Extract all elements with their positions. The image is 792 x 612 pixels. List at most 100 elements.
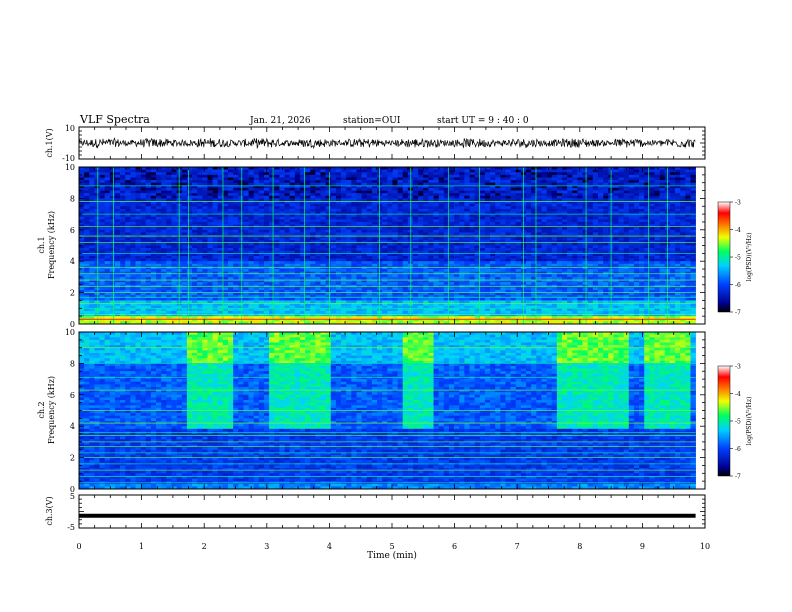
- spectrogram-cell: [171, 221, 177, 225]
- spectrogram-cell: [222, 310, 229, 314]
- spectrogram-cell: [387, 305, 393, 309]
- spectrogram-cell: [418, 219, 424, 223]
- spectrogram-cell: [433, 242, 439, 246]
- spectrogram-cell: [79, 308, 85, 312]
- spectrogram-cell: [263, 174, 270, 178]
- spectrogram-cell: [428, 276, 434, 280]
- spectrogram-cell: [289, 203, 296, 207]
- spectrogram-cell: [161, 169, 167, 173]
- spectrogram-cell: [274, 185, 280, 189]
- spectrogram-cell: [402, 208, 409, 212]
- spectrogram-cell: [258, 203, 265, 207]
- spectrogram-cell: [366, 232, 373, 236]
- spectrogram-cell: [448, 182, 455, 186]
- spectrogram-cell: [305, 318, 311, 322]
- spectrogram-cell: [104, 282, 111, 286]
- spectrogram-cell: [89, 269, 95, 272]
- spectrogram-cell: [202, 206, 208, 210]
- spectrogram-cell: [258, 208, 265, 212]
- spectrogram-cell: [233, 232, 239, 236]
- spectrogram-cell: [140, 198, 147, 202]
- spectrogram-cell: [125, 201, 131, 204]
- spectrogram-cell: [448, 310, 455, 314]
- spectrogram-cell: [274, 174, 280, 178]
- spectrogram-cell: [428, 227, 434, 231]
- spectrogram-cell: [397, 269, 404, 272]
- spectrogram-cell: [253, 169, 260, 173]
- spectrogram-cell: [238, 206, 244, 210]
- spectrogram-cell: [114, 214, 121, 218]
- spectrogram-cell: [130, 195, 136, 199]
- spectrogram-cell: [181, 216, 188, 220]
- spectrogram-cell: [217, 250, 224, 254]
- spectrogram-cell: [140, 258, 147, 262]
- spectrogram-cell: [99, 208, 105, 212]
- spectrogram-cell: [397, 195, 404, 199]
- spectrogram-cell: [294, 316, 301, 320]
- spectrogram-cell: [366, 318, 373, 322]
- spectrogram-cell: [459, 276, 465, 280]
- spectrogram-cell: [253, 229, 260, 233]
- spectrogram-cell: [84, 224, 90, 228]
- spectrogram-cell: [397, 180, 404, 183]
- spectrogram-cell: [84, 174, 90, 178]
- spectrogram-cell: [284, 227, 290, 231]
- spectrogram-cell: [366, 295, 373, 299]
- spectrogram-cell: [166, 177, 172, 181]
- spectrogram-cell: [428, 182, 434, 186]
- spectrogram-cell: [490, 229, 496, 233]
- spectrogram-cell: [202, 172, 208, 176]
- spectrogram-cell: [212, 224, 219, 228]
- spectrogram-cell: [484, 169, 491, 173]
- spectrogram-cell: [84, 316, 90, 320]
- spectrogram-cell: [335, 253, 342, 257]
- spectrogram-cell: [79, 271, 85, 275]
- spectrogram-cell: [413, 274, 419, 278]
- spectrogram-cell: [294, 269, 301, 272]
- spectrogram-cell: [464, 321, 470, 325]
- spectrogram-cell: [320, 167, 326, 170]
- spectrogram-cell: [109, 245, 116, 249]
- spectrogram-cell: [330, 271, 337, 275]
- spectrogram-cell: [346, 229, 352, 233]
- spectrogram-cell: [346, 201, 352, 204]
- spectrogram-cell: [166, 211, 172, 215]
- spectrogram-cell: [299, 211, 306, 215]
- spectrogram-cell: [94, 313, 100, 317]
- spectrogram-cell: [490, 318, 496, 322]
- spectrogram-cell: [299, 279, 306, 283]
- spectrogram-cell: [361, 313, 368, 317]
- spectrogram-cell: [84, 245, 90, 249]
- spectrogram-cell: [202, 279, 208, 283]
- spectrogram-cell: [192, 206, 198, 210]
- spectrogram-cell: [351, 266, 357, 270]
- spectrogram-cell: [320, 198, 326, 202]
- spectrogram-cell: [186, 195, 193, 199]
- spectrogram-cell: [330, 235, 337, 238]
- spectrogram-cell: [392, 258, 398, 262]
- spectrogram-cell: [269, 193, 275, 197]
- spectrogram-cell: [181, 308, 188, 312]
- spectrogram-cell: [330, 303, 337, 306]
- spectrogram-cell: [248, 310, 255, 314]
- spectrogram-cell: [418, 229, 424, 233]
- spectrogram-cell: [130, 310, 136, 314]
- spectrogram-cell: [479, 250, 486, 254]
- spectrogram-cell: [166, 318, 172, 322]
- spectrogram-cell: [346, 180, 352, 183]
- spectrogram-cell: [289, 174, 296, 178]
- spectrogram-cell: [166, 282, 172, 286]
- spectrogram-cell: [197, 263, 203, 267]
- spectrogram-cell: [428, 300, 434, 304]
- spectrogram-cell: [428, 269, 434, 272]
- spectrogram-cell: [289, 308, 296, 312]
- spectrogram-cell: [361, 289, 368, 293]
- spectrogram-cell: [310, 282, 316, 286]
- spectrogram-cell: [341, 211, 347, 215]
- spectrogram-cell: [166, 172, 172, 176]
- spectrogram-cell: [289, 190, 296, 194]
- spectrogram-cell: [202, 269, 208, 272]
- spectrogram-cell: [294, 193, 301, 197]
- spectrogram-cell: [202, 201, 208, 204]
- spectrogram-cell: [474, 310, 481, 314]
